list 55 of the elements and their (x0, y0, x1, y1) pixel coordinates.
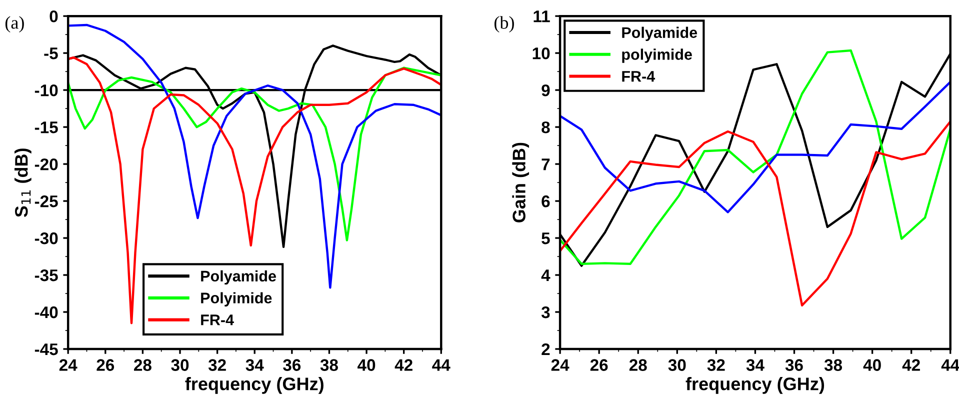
y-tick-label: -5 (44, 48, 58, 60)
y-tick-label: -15 (34, 122, 58, 134)
y-tick-label: 2 (542, 343, 550, 356)
legend-label: Polyimide (201, 292, 272, 306)
x-tick-label: 28 (629, 359, 647, 371)
x-tick-label: 34 (246, 359, 264, 371)
legend-label: Polyamide (622, 26, 698, 42)
y-tick-label: 3 (541, 306, 550, 318)
x-axis-title: frequency (GHz) (185, 377, 324, 394)
y-tick-label: 10 (532, 47, 550, 60)
y-axis-title: Gain (dB) (512, 142, 530, 222)
x-tick-label: 42 (902, 359, 920, 371)
y-tick-label: 4 (541, 270, 550, 282)
legend-label: FR-4 (201, 314, 234, 326)
x-axis-title: frequency (GHz) (686, 377, 824, 394)
y-tick-label: 5 (542, 232, 550, 244)
y-tick-label: 6 (542, 195, 550, 208)
y-tick-label: -25 (34, 195, 58, 208)
y-tick-label: -10 (34, 84, 58, 96)
legend-label: polyimide (622, 48, 692, 63)
x-tick-label: 38 (320, 359, 338, 371)
x-tick-label: 32 (208, 359, 226, 371)
x-tick-label: 34 (746, 359, 764, 371)
text: (b) (494, 16, 514, 32)
x-tick-label: 36 (283, 359, 301, 371)
line-series (560, 120, 950, 306)
x-tick-label: 42 (394, 359, 412, 371)
y-axis-title: S$_{11}$ (dB) (14, 148, 32, 218)
legend-label: Polyamide (201, 270, 276, 285)
x-tick-label: 26 (590, 359, 608, 371)
y-tick-label: 0 (50, 10, 58, 22)
line-series (560, 80, 950, 214)
x-tick-label: 24 (551, 359, 570, 371)
y-tick-label: 8 (542, 121, 550, 134)
x-tick-label: 30 (171, 359, 189, 371)
x-tick-label: 44 (432, 359, 450, 371)
y-tick-label: 7 (542, 158, 550, 170)
x-tick-label: 30 (668, 359, 686, 371)
x-tick-label: 36 (785, 359, 803, 371)
y-tick-label: -40 (34, 306, 58, 318)
legend-label: FR-4 (622, 71, 656, 82)
y-tick-label: 11 (534, 10, 550, 22)
x-tick-label: 24 (59, 359, 78, 371)
x-tick-label: 32 (707, 359, 725, 371)
x-tick-label: 40 (863, 359, 881, 371)
y-tick-label: -20 (34, 158, 58, 170)
x-tick-label: 26 (96, 359, 114, 371)
y-tick-label: -30 (34, 232, 58, 244)
x-tick-label: 40 (358, 359, 376, 371)
x-tick-label: 28 (134, 359, 152, 371)
x-tick-label: 38 (824, 359, 842, 371)
y-tick-label: -45 (34, 344, 58, 356)
text: (a) (5, 16, 24, 32)
y-tick-label: 9 (542, 84, 550, 96)
y-tick-label: -35 (34, 269, 58, 282)
